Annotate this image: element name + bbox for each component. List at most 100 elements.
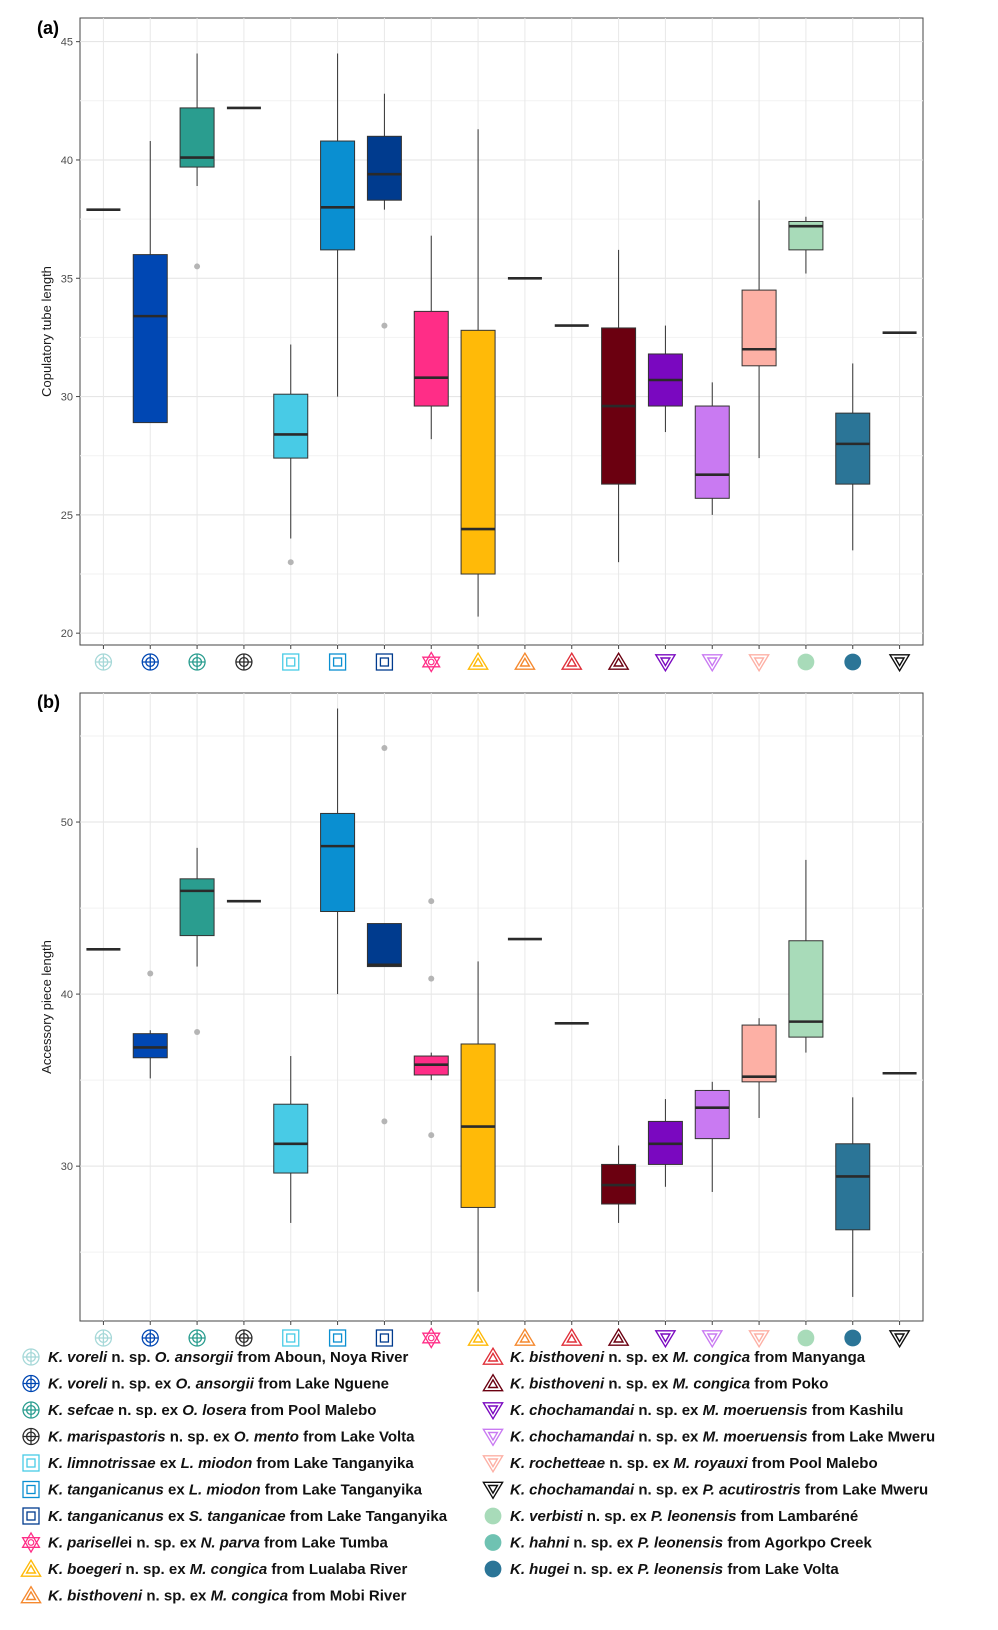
box-body [320, 812, 356, 913]
x-marker-2 [141, 1329, 159, 1347]
box-body [835, 412, 871, 485]
box-7 [366, 93, 402, 329]
legend-item: K. chochamandai n. sp. ex M. moeruensis … [482, 1402, 903, 1421]
box-12 [601, 249, 637, 563]
x-marker-14 [701, 1330, 724, 1349]
x-marker-8 [421, 651, 441, 673]
x-marker-6 [328, 1329, 347, 1347]
legend-text: K. bisthoveni n. sp. ex M. congica from … [510, 1349, 866, 1366]
legend-item: K. bisthoveni n. sp. ex M. congica from … [20, 1585, 407, 1605]
legend-marker [20, 1585, 42, 1604]
x-marker-2 [141, 653, 159, 671]
plot-area [79, 692, 924, 1322]
box-14 [694, 1081, 730, 1192]
x-marker-10 [514, 651, 536, 670]
box-body [320, 140, 356, 251]
legend-item: K. chochamandai n. sp. ex M. moeruensis … [482, 1429, 935, 1447]
legend-marker [482, 1481, 504, 1500]
x-marker-1 [94, 653, 113, 671]
box-8 [413, 235, 449, 440]
legend-text: K. parisellei n. sp. ex N. parva from La… [48, 1535, 389, 1552]
legend-text: K. voreli n. sp. O. ansorgii from Aboun,… [48, 1349, 409, 1366]
y-tick-label: 25 [61, 510, 73, 522]
legend-marker [22, 1507, 40, 1525]
legend-text: K. hugei n. sp. ex P. leonensis from Lak… [510, 1561, 839, 1578]
y-tick-label: 45 [61, 37, 73, 49]
x-marker-11 [560, 1327, 583, 1346]
legend-item: K. hahni n. sp. ex P. leonensis from Ago… [484, 1534, 872, 1552]
box-15 [741, 200, 777, 459]
x-marker-9 [467, 1327, 489, 1346]
box-body [694, 405, 730, 499]
plot-area [79, 17, 924, 646]
x-marker-9 [467, 651, 489, 670]
box-13 [647, 325, 683, 433]
x-marker-5 [282, 1329, 300, 1347]
legend-text: K. marispastoris n. sp. ex O. mento from… [48, 1429, 415, 1446]
box-5 [273, 344, 309, 566]
box-9 [460, 129, 496, 617]
legend-text: K. boegeri n. sp. ex M. congica from Lua… [48, 1561, 407, 1578]
x-marker-10 [514, 1327, 536, 1346]
y-tick-label: 50 [61, 817, 73, 829]
y-tick-label: 30 [61, 392, 73, 404]
legend-text: K. rochetteae n. sp. ex M. royauxi from … [510, 1455, 878, 1472]
legend-item: K. limnotrissae ex L. miodon from Lake T… [22, 1454, 414, 1472]
x-marker-13 [654, 1330, 677, 1349]
outlier-point [194, 263, 201, 270]
legend-text: K. bisthoveni n. sp. ex M. congica from … [510, 1376, 828, 1393]
panel-label: (a) [37, 18, 59, 38]
legend-marker [22, 1480, 40, 1499]
y-axis-label: Accessory piece length [39, 940, 54, 1074]
box-16 [788, 216, 824, 274]
legend-marker [22, 1427, 40, 1446]
x-marker-7 [375, 1329, 394, 1347]
legend-item: K. boegeri n. sp. ex M. congica from Lua… [20, 1558, 407, 1578]
legend-marker [20, 1558, 42, 1577]
legend-marker [484, 1534, 502, 1551]
x-marker-15 [748, 1330, 770, 1349]
legend-item: K. verbisti n. sp. ex P. leonensis from … [484, 1507, 858, 1525]
box-body [413, 310, 449, 407]
legend-text: K. tanganicanus ex S. tanganicae from La… [48, 1508, 448, 1525]
x-marker-18 [888, 654, 911, 673]
x-marker-7 [375, 653, 394, 671]
legend-text: K. sefcae n. sp. ex O. losera from Pool … [48, 1402, 376, 1419]
legend-marker [484, 1507, 502, 1525]
box-body [694, 1089, 730, 1140]
legend-marker [482, 1455, 504, 1474]
y-tick-label: 40 [61, 989, 73, 1001]
box-17 [835, 1097, 871, 1297]
legend-item: K. tanganicanus ex L. miodon from Lake T… [22, 1480, 423, 1499]
box-9 [460, 961, 496, 1292]
legend: K. voreli n. sp. O. ansorgii from Aboun,… [20, 1346, 935, 1605]
x-marker-13 [654, 654, 677, 673]
outlier-point [147, 970, 154, 977]
outlier-point [194, 1028, 201, 1035]
legend-item: K. chochamandai n. sp. ex P. acutirostri… [482, 1481, 928, 1500]
box-6 [320, 53, 356, 397]
x-marker-8 [421, 1327, 441, 1349]
x-marker-12 [607, 1327, 630, 1346]
box-6 [320, 708, 356, 995]
legend-text: K. voreli n. sp. ex O. ansorgii from Lak… [48, 1376, 389, 1393]
panel-b: 30 40 50 (b) Accessory piece length [37, 692, 924, 1349]
box-body [273, 393, 309, 459]
y-tick-label: 30 [61, 1161, 73, 1173]
box-16 [788, 859, 824, 1053]
x-marker-18 [888, 1330, 911, 1349]
x-marker-1 [94, 1329, 113, 1347]
outlier-point [287, 559, 294, 566]
legend-marker [482, 1402, 504, 1421]
legend-item: K. sefcae n. sp. ex O. losera from Pool … [22, 1401, 376, 1419]
legend-text: K. limnotrissae ex L. miodon from Lake T… [48, 1455, 414, 1472]
legend-item: K. hugei n. sp. ex P. leonensis from Lak… [484, 1560, 839, 1578]
x-marker-12 [607, 651, 630, 670]
panel-label: (b) [37, 692, 60, 712]
box-15 [741, 1018, 777, 1118]
y-axis-label: Copulatory tube length [39, 266, 54, 397]
y-tick-label: 20 [61, 628, 73, 640]
box-5 [273, 1056, 309, 1223]
outlier-point [381, 322, 388, 329]
